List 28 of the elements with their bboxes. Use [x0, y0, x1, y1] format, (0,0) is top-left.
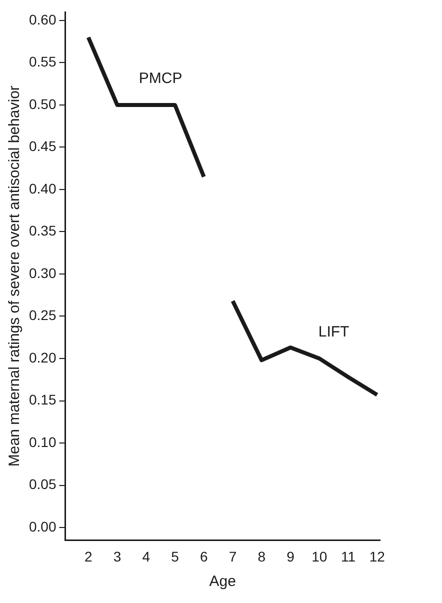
y-tick-label: 0.35 [29, 222, 56, 239]
series-label: LIFT [318, 324, 350, 341]
x-tick-label: 6 [200, 548, 208, 564]
y-axis-title: Mean maternal ratings of severe overt antisocial behavior [6, 86, 24, 467]
x-tick-label: 11 [340, 548, 356, 564]
y-tick-label: 0.15 [29, 392, 56, 408]
x-axis-title: Age [209, 573, 236, 590]
y-tick-label: 0.45 [29, 138, 56, 154]
x-tick-label: 2 [84, 548, 92, 564]
x-tick-label: 8 [258, 548, 266, 564]
y-tick-label: 0.55 [29, 54, 56, 70]
series-label: PMCP [138, 70, 182, 88]
x-tick-label: 5 [171, 548, 180, 564]
y-tick-label: 0.50 [29, 96, 56, 112]
y-tick-label: 0.20 [29, 349, 56, 366]
y-tick-label: 0.40 [29, 180, 56, 196]
y-tick-label: 0.60 [29, 11, 56, 28]
x-tick-label: 10 [312, 548, 328, 564]
y-tick-label: 0.10 [29, 434, 56, 450]
x-tick-label: 7 [228, 548, 237, 564]
y-tick-label: 0.30 [29, 264, 56, 281]
y-tick-label: 0.05 [29, 476, 56, 492]
x-tick-label: 4 [142, 548, 150, 564]
y-tick-label: 0.25 [29, 307, 56, 324]
y-tick-label: 0.00 [29, 518, 56, 534]
x-tick-label: 12 [369, 548, 386, 564]
x-tick-label: 3 [113, 548, 122, 564]
x-tick-label: 9 [286, 548, 295, 564]
